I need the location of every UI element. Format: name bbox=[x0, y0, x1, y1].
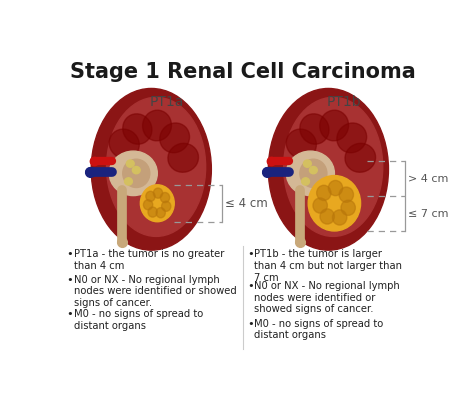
Text: N0 or NX - No regional lymph
nodes were identified or showed
signs of cancer.: N0 or NX - No regional lymph nodes were … bbox=[74, 275, 237, 308]
Text: M0 - no signs of spread to
distant organs: M0 - no signs of spread to distant organ… bbox=[74, 309, 203, 331]
Ellipse shape bbox=[143, 110, 172, 141]
Ellipse shape bbox=[91, 89, 211, 250]
Ellipse shape bbox=[140, 185, 174, 222]
Ellipse shape bbox=[125, 178, 132, 185]
Text: •: • bbox=[247, 281, 254, 291]
Text: PT1b - the tumor is larger
than 4 cm but not larger than
7 cm: PT1b - the tumor is larger than 4 cm but… bbox=[255, 249, 402, 283]
Ellipse shape bbox=[109, 151, 157, 196]
Ellipse shape bbox=[303, 160, 311, 167]
Ellipse shape bbox=[328, 180, 343, 196]
Text: •: • bbox=[247, 249, 254, 259]
Text: •: • bbox=[66, 309, 73, 320]
Ellipse shape bbox=[160, 123, 190, 153]
Ellipse shape bbox=[286, 151, 334, 196]
Text: M0 - no signs of spread to
distant organs: M0 - no signs of spread to distant organ… bbox=[255, 319, 384, 340]
Ellipse shape bbox=[162, 201, 171, 211]
Ellipse shape bbox=[123, 159, 150, 187]
Ellipse shape bbox=[320, 209, 334, 224]
Text: PT1a - the tumor is no greater
than 4 cm: PT1a - the tumor is no greater than 4 cm bbox=[74, 249, 225, 271]
Text: ≤ 7 cm: ≤ 7 cm bbox=[408, 208, 448, 218]
Text: PT1b: PT1b bbox=[327, 95, 361, 110]
Ellipse shape bbox=[308, 175, 361, 231]
Ellipse shape bbox=[341, 200, 356, 216]
Ellipse shape bbox=[283, 97, 383, 236]
Ellipse shape bbox=[148, 207, 157, 217]
Ellipse shape bbox=[107, 97, 206, 236]
Ellipse shape bbox=[144, 200, 153, 210]
Ellipse shape bbox=[156, 208, 165, 218]
Text: > 4 cm: > 4 cm bbox=[408, 173, 448, 184]
Text: PT1a: PT1a bbox=[149, 95, 184, 110]
Ellipse shape bbox=[319, 110, 348, 141]
Ellipse shape bbox=[154, 188, 163, 198]
Ellipse shape bbox=[345, 143, 375, 172]
Ellipse shape bbox=[300, 114, 329, 144]
Ellipse shape bbox=[168, 143, 199, 172]
Ellipse shape bbox=[301, 178, 310, 185]
Ellipse shape bbox=[146, 191, 155, 201]
Text: •: • bbox=[66, 275, 73, 285]
Ellipse shape bbox=[123, 114, 152, 144]
Ellipse shape bbox=[268, 89, 389, 250]
Ellipse shape bbox=[317, 185, 331, 200]
Ellipse shape bbox=[300, 159, 327, 187]
Ellipse shape bbox=[127, 160, 134, 167]
Ellipse shape bbox=[132, 166, 140, 174]
Text: •: • bbox=[247, 319, 254, 329]
Ellipse shape bbox=[313, 198, 328, 213]
Ellipse shape bbox=[310, 166, 317, 174]
Ellipse shape bbox=[109, 129, 139, 158]
Ellipse shape bbox=[160, 193, 170, 202]
Ellipse shape bbox=[339, 187, 354, 202]
Text: ≤ 4 cm: ≤ 4 cm bbox=[225, 197, 268, 210]
Text: N0 or NX - No regional lymph
nodes were identified or
showed signs of cancer.: N0 or NX - No regional lymph nodes were … bbox=[255, 281, 400, 314]
Text: Stage 1 Renal Cell Carcinoma: Stage 1 Renal Cell Carcinoma bbox=[70, 62, 416, 81]
Text: •: • bbox=[66, 249, 73, 259]
Ellipse shape bbox=[332, 210, 347, 225]
Ellipse shape bbox=[337, 123, 367, 153]
Ellipse shape bbox=[286, 129, 316, 158]
